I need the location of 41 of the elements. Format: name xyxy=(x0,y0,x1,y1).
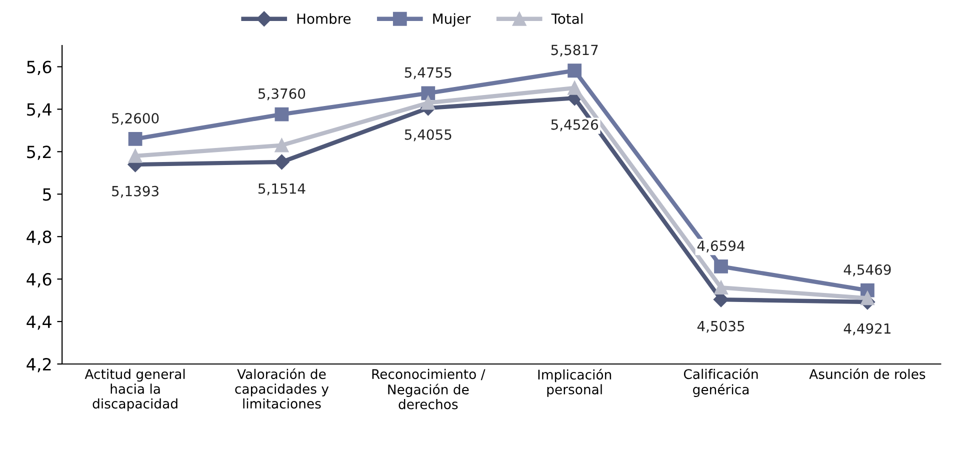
point xyxy=(274,138,289,152)
data-label: 4,6594 xyxy=(697,240,745,252)
point xyxy=(274,107,289,122)
data-label: 4,5035 xyxy=(697,320,744,333)
point xyxy=(714,280,728,295)
x-tick-label: Actitud general hacia la discapacidad xyxy=(84,368,185,412)
x-tick-label: Calificación genérica xyxy=(684,368,758,398)
y-tick-label: 5,2 xyxy=(27,146,51,160)
y-tick-label: 4,6 xyxy=(26,273,52,288)
data-label: 5,4526 xyxy=(551,119,598,132)
point xyxy=(568,81,582,95)
y-tick-label: 4,4 xyxy=(26,316,52,330)
y-tick-label: 4,8 xyxy=(26,230,52,245)
data-label: 5,4755 xyxy=(404,67,452,80)
legend-label: Mujer xyxy=(433,13,471,27)
point xyxy=(274,154,290,170)
y-tick-label: 4,2 xyxy=(26,358,51,372)
data-label: 5,5817 xyxy=(551,44,598,57)
point xyxy=(568,64,582,78)
x-tick-label: Implicación personal xyxy=(538,368,612,397)
data-label: 5,1514 xyxy=(258,183,306,196)
legend-label: Hombre xyxy=(297,13,351,24)
x-tick-label: Valoración de capacidades y limitaciones xyxy=(235,368,329,409)
point xyxy=(421,96,436,110)
point xyxy=(128,132,142,146)
point xyxy=(128,148,142,163)
data-label: 4,4921 xyxy=(844,323,890,336)
y-tick-label: 5,6 xyxy=(27,60,52,76)
data-label: 5,2600 xyxy=(112,113,159,125)
y-tick-label: 5,4 xyxy=(27,103,52,118)
y-tick-label: 5 xyxy=(43,188,51,201)
point xyxy=(421,86,436,100)
data-label: 5,4055 xyxy=(404,129,452,142)
data-label: 4,5469 xyxy=(844,264,891,276)
data-label: 5,1393 xyxy=(112,186,158,198)
x-tick-label: Reconocimiento / Negación de derechos xyxy=(372,368,486,410)
data-label: 5,3760 xyxy=(258,88,306,100)
point xyxy=(714,260,728,274)
point xyxy=(860,291,874,306)
x-tick-label: Asunción de roles xyxy=(809,368,926,380)
legend-label: Total xyxy=(551,13,582,24)
